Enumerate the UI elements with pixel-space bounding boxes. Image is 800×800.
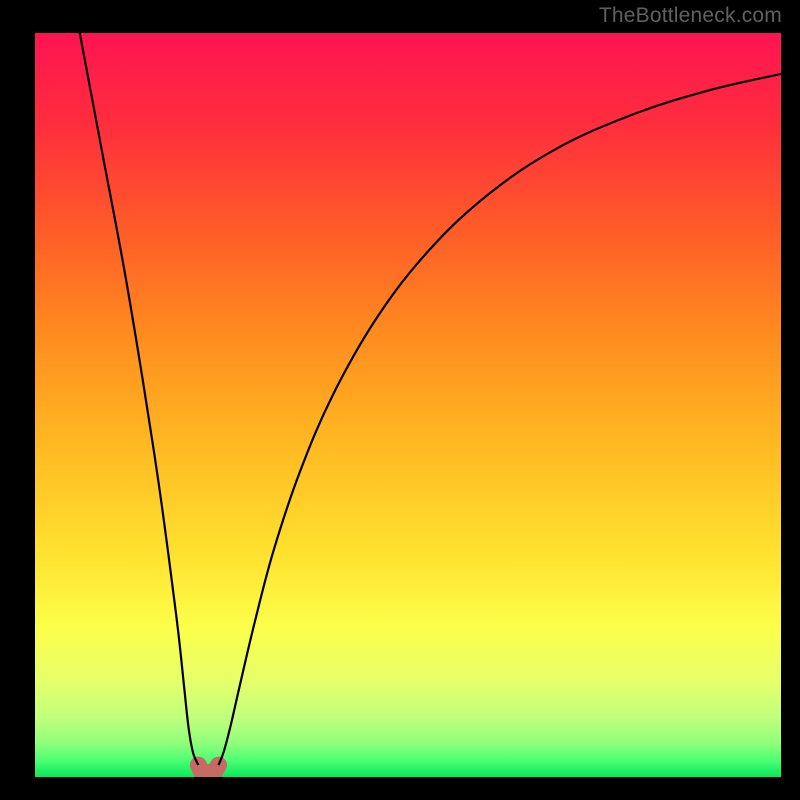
plot-svg	[35, 33, 781, 777]
watermark-text: TheBottleneck.com	[599, 4, 782, 28]
plot-area	[35, 33, 781, 777]
valley-marker	[198, 765, 218, 773]
